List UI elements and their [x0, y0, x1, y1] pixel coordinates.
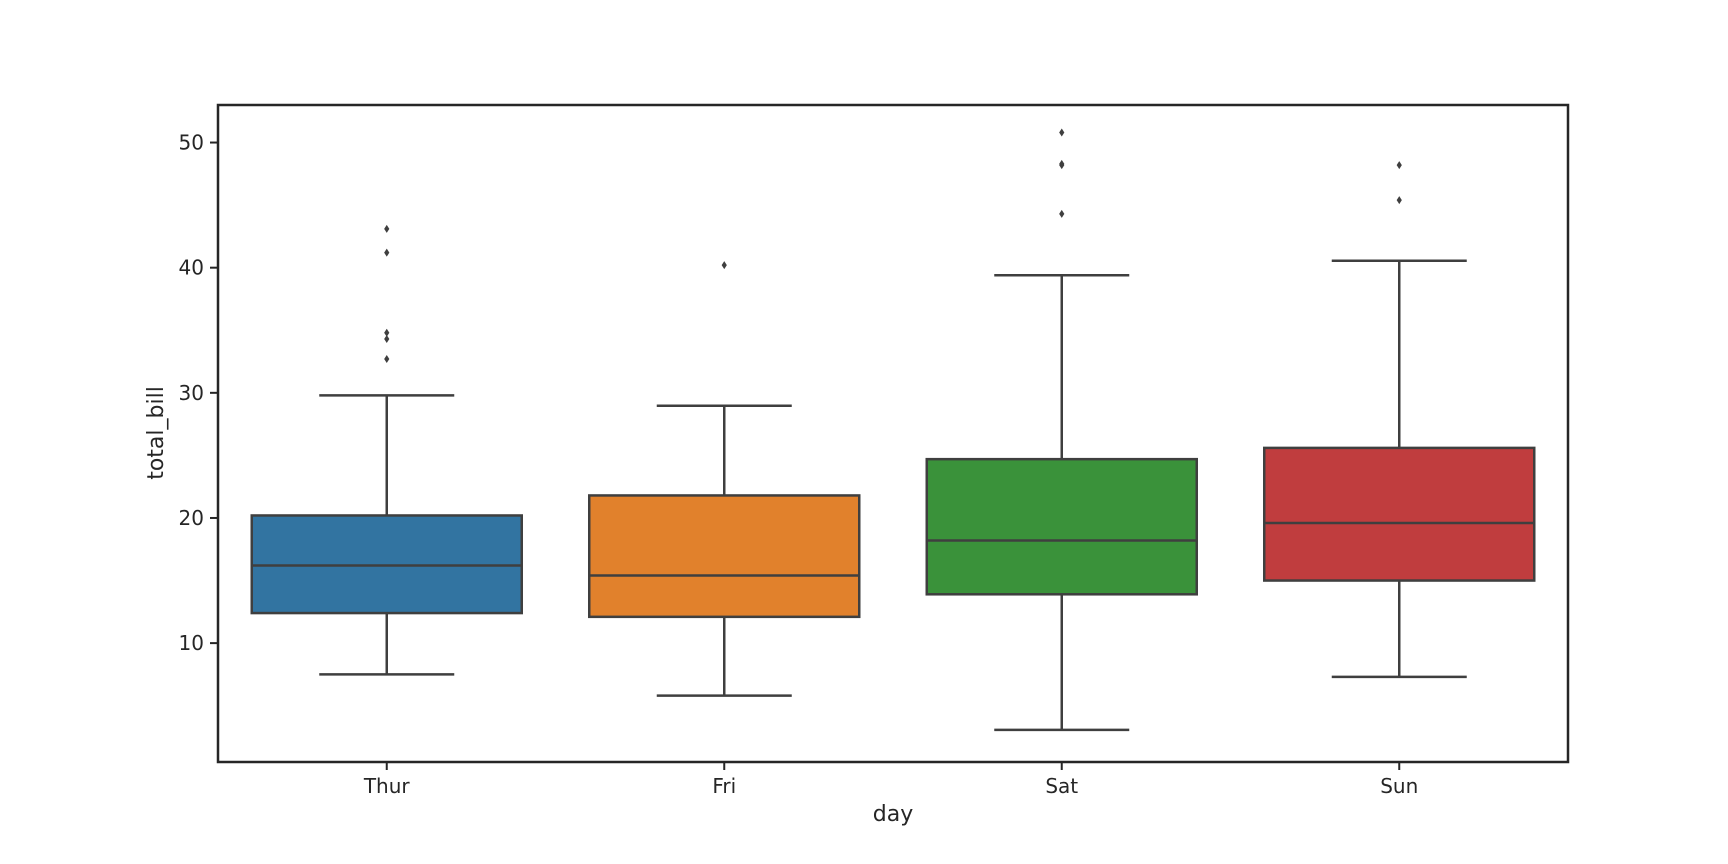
y-tick-label: 30: [179, 381, 204, 405]
outlier-point: [384, 224, 390, 233]
x-tick-label: Sat: [1045, 774, 1078, 798]
x-tick-label: Thur: [363, 774, 411, 798]
y-tick-label: 40: [179, 256, 204, 280]
box-fri: [588, 261, 861, 697]
box-thur: [250, 224, 523, 676]
outlier-point: [1059, 128, 1065, 137]
x-axis: Thur Fri Sat Sun: [363, 762, 1418, 798]
outlier-point: [384, 355, 390, 364]
plot-frame: [216, 103, 1570, 764]
outlier-point: [384, 248, 390, 257]
y-tick-label: 20: [179, 506, 204, 530]
y-tick-label: 10: [179, 631, 204, 655]
outlier-point: [1059, 159, 1065, 168]
iqr-box: [1263, 446, 1536, 582]
outlier-point: [384, 335, 390, 344]
x-tick-label: Fri: [712, 774, 736, 798]
outlier-point: [721, 261, 727, 270]
x-tick-label: Sun: [1380, 774, 1418, 798]
outlier-point: [1059, 209, 1065, 218]
y-tick-label: 50: [179, 131, 204, 155]
y-axis-label: total_bill: [144, 386, 169, 480]
iqr-box: [925, 457, 1198, 596]
outlier-point: [384, 328, 390, 337]
box-sun: [1263, 161, 1536, 679]
outlier-point: [1396, 196, 1402, 205]
x-axis-label: day: [873, 802, 913, 827]
outlier-point: [1396, 161, 1402, 170]
iqr-box: [250, 514, 523, 615]
box-sat: [925, 128, 1198, 732]
iqr-box: [588, 494, 861, 619]
boxes-layer: [250, 128, 1536, 732]
y-axis: 10 20 30 40 50: [179, 131, 218, 655]
